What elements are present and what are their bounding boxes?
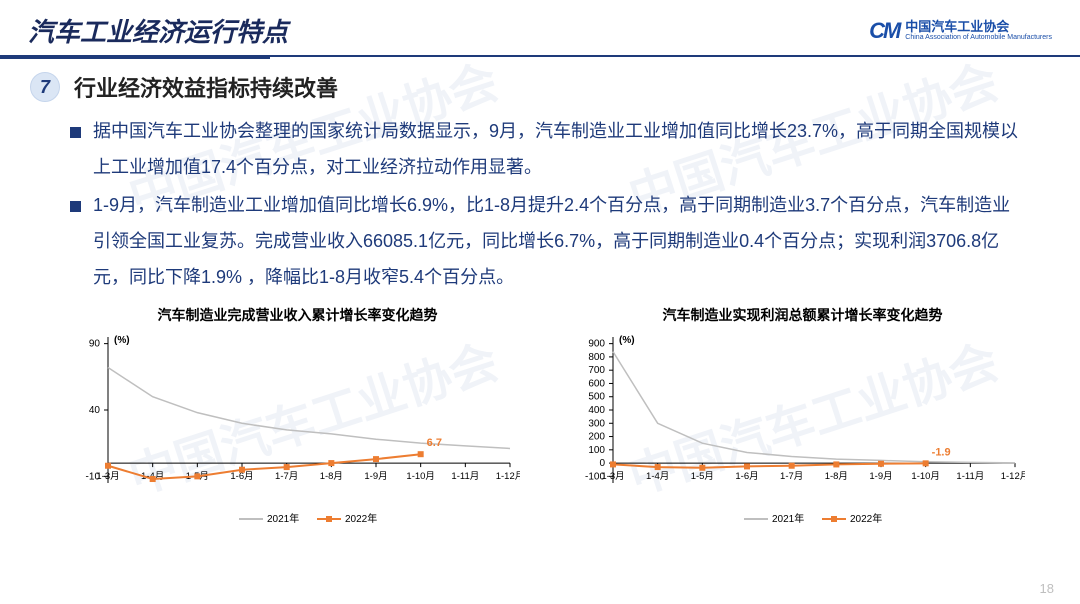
org-brand: CM 中国汽车工业协会 China Association of Automob… bbox=[869, 18, 1052, 44]
chart-svg: (%)-10001002003004005006007008009001-3月1… bbox=[565, 329, 1025, 529]
section-number-badge: 7 bbox=[30, 72, 60, 102]
chart-title: 汽车制造业完成营业收入累计增长率变化趋势 bbox=[60, 305, 535, 325]
svg-text:1-12月: 1-12月 bbox=[496, 471, 520, 482]
svg-text:1-3月: 1-3月 bbox=[96, 471, 119, 482]
bullet-text: 据中国汽车工业协会整理的国家统计局数据显示，9月，汽车制造业工业增加值同比增长2… bbox=[93, 113, 1024, 185]
org-name-en: China Association of Automobile Manufact… bbox=[905, 34, 1052, 42]
section-header: 7 行业经济效益指标持续改善 bbox=[0, 71, 1080, 113]
svg-text:6.7: 6.7 bbox=[427, 437, 442, 449]
svg-text:1-3月: 1-3月 bbox=[601, 471, 624, 482]
bullet-item: 1-9月，汽车制造业工业增加值同比增长6.9%，比1-8月提升2.4个百分点，高… bbox=[70, 187, 1024, 295]
svg-text:500: 500 bbox=[588, 392, 605, 403]
svg-text:1-6月: 1-6月 bbox=[735, 471, 758, 482]
svg-text:2021年: 2021年 bbox=[772, 512, 804, 525]
svg-text:90: 90 bbox=[89, 339, 101, 350]
svg-text:1-8月: 1-8月 bbox=[320, 471, 343, 482]
page-title: 汽车工业经济运行特点 bbox=[28, 12, 288, 49]
svg-text:-1.9: -1.9 bbox=[932, 446, 951, 458]
svg-text:2022年: 2022年 bbox=[850, 512, 882, 525]
svg-text:(%): (%) bbox=[619, 335, 635, 346]
svg-text:200: 200 bbox=[588, 432, 605, 443]
svg-text:300: 300 bbox=[588, 418, 605, 429]
svg-text:1-10月: 1-10月 bbox=[911, 471, 940, 482]
svg-text:1-10月: 1-10月 bbox=[406, 471, 435, 482]
svg-text:900: 900 bbox=[588, 339, 605, 350]
svg-text:(%): (%) bbox=[114, 335, 130, 346]
revenue-chart: 汽车制造业完成营业收入累计增长率变化趋势 (%)-1040901-3月1-4月1… bbox=[60, 305, 535, 534]
svg-text:1-4月: 1-4月 bbox=[646, 471, 669, 482]
page-number: 18 bbox=[1040, 581, 1054, 596]
svg-text:0: 0 bbox=[599, 458, 605, 469]
chart-title: 汽车制造业实现利润总额累计增长率变化趋势 bbox=[565, 305, 1040, 325]
section-subtitle: 行业经济效益指标持续改善 bbox=[74, 71, 338, 103]
svg-text:1-12月: 1-12月 bbox=[1001, 471, 1025, 482]
svg-text:1-5月: 1-5月 bbox=[691, 471, 714, 482]
header: 汽车工业经济运行特点 CM 中国汽车工业协会 China Association… bbox=[0, 0, 1080, 55]
svg-text:400: 400 bbox=[588, 405, 605, 416]
svg-text:1-11月: 1-11月 bbox=[956, 471, 984, 482]
svg-text:700: 700 bbox=[588, 365, 605, 376]
svg-text:1-7月: 1-7月 bbox=[275, 471, 298, 482]
bullet-square-icon bbox=[70, 127, 81, 138]
svg-text:1-8月: 1-8月 bbox=[825, 471, 848, 482]
bullet-list: 据中国汽车工业协会整理的国家统计局数据显示，9月，汽车制造业工业增加值同比增长2… bbox=[0, 113, 1080, 295]
svg-text:1-11月: 1-11月 bbox=[451, 471, 479, 482]
svg-text:1-9月: 1-9月 bbox=[869, 471, 892, 482]
org-logo: CM bbox=[869, 18, 899, 44]
bullet-square-icon bbox=[70, 201, 81, 212]
svg-text:800: 800 bbox=[588, 352, 605, 363]
header-divider bbox=[0, 55, 1080, 57]
svg-text:1-6月: 1-6月 bbox=[230, 471, 253, 482]
bullet-item: 据中国汽车工业协会整理的国家统计局数据显示，9月，汽车制造业工业增加值同比增长2… bbox=[70, 113, 1024, 185]
org-name-cn: 中国汽车工业协会 bbox=[905, 20, 1052, 34]
chart-svg: (%)-1040901-3月1-4月1-5月1-6月1-7月1-8月1-9月1-… bbox=[60, 329, 520, 529]
svg-text:1-9月: 1-9月 bbox=[364, 471, 387, 482]
profit-chart: 汽车制造业实现利润总额累计增长率变化趋势 (%)-100010020030040… bbox=[565, 305, 1040, 534]
svg-text:100: 100 bbox=[588, 445, 605, 456]
charts-row: 汽车制造业完成营业收入累计增长率变化趋势 (%)-1040901-3月1-4月1… bbox=[0, 297, 1080, 534]
bullet-text: 1-9月，汽车制造业工业增加值同比增长6.9%，比1-8月提升2.4个百分点，高… bbox=[93, 187, 1024, 295]
svg-text:2021年: 2021年 bbox=[267, 512, 299, 525]
svg-text:1-7月: 1-7月 bbox=[780, 471, 803, 482]
svg-text:600: 600 bbox=[588, 378, 605, 389]
svg-text:2022年: 2022年 bbox=[345, 512, 377, 525]
svg-text:40: 40 bbox=[89, 405, 101, 416]
